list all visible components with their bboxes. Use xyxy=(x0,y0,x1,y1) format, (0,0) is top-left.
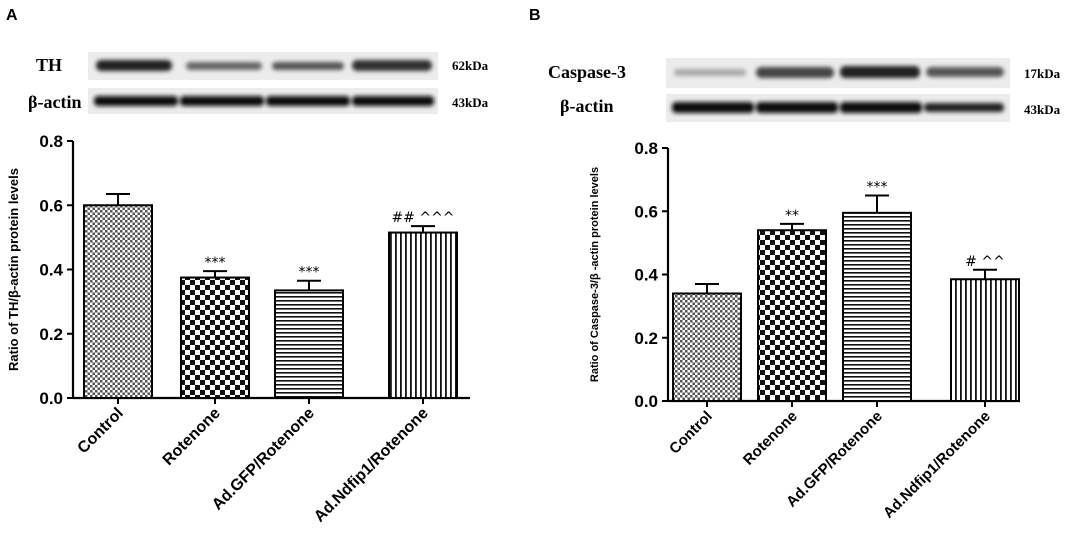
panel-b-significance-label: # ^^ xyxy=(965,254,1005,270)
panel-a-bar xyxy=(83,204,153,399)
panel-a-blot-th-label: TH xyxy=(36,55,62,75)
panel-b-significance-label: *** xyxy=(867,179,888,195)
panel-b-significance-label: ** xyxy=(785,208,799,224)
panel-a-bar xyxy=(388,231,458,399)
panel-a-blot-actin-bands xyxy=(94,96,434,106)
panel-b-bar xyxy=(672,292,742,403)
panel-b-bar xyxy=(757,229,827,402)
panel-b-blot-caspase-kda: 17kDa xyxy=(1024,66,1061,81)
panel-a-category-label: Rotenone xyxy=(160,405,224,469)
panel-a-y-tick-label: 0.6 xyxy=(39,196,63,215)
panel-b-blot-actin-label: β-actin xyxy=(560,96,613,116)
panel-a-y-tick-label: 0.2 xyxy=(39,325,63,344)
panel-a-blot-actin-label: β-actin xyxy=(28,92,81,112)
panel-a-blot-th-kda: 62kDa xyxy=(452,58,489,73)
panel-a-blot-actin-kda: 43kDa xyxy=(452,95,489,110)
panel-b-blot-actin: β-actin 43kDa xyxy=(560,94,1061,122)
panel-a-y-tick-label: 0.4 xyxy=(39,261,63,280)
panel-a-y-tick-label: 0.8 xyxy=(39,132,63,151)
panel-b-category-label: Ad.GFP/Rotenone xyxy=(783,408,886,511)
panel-a-y-tick-label: 0.0 xyxy=(39,389,63,408)
panel-b-blot-actin-kda: 43kDa xyxy=(1024,102,1061,117)
panel-a-blot-th-bands xyxy=(96,60,432,71)
panel-b: B Caspase-3 17kDa β-actin 43kDa xyxy=(529,7,1061,522)
panel-b-y-tick-label: 0.0 xyxy=(634,392,658,411)
panel-a-category-label: Ad.Ndfip1/Rotenone xyxy=(311,405,432,526)
panel-a-bar xyxy=(180,276,250,399)
panel-a-significance-label: *** xyxy=(205,255,226,271)
panel-a-y-label: Ratio of TH/β-actin protein levels xyxy=(6,168,21,371)
panel-b-y-tick-label: 0.4 xyxy=(634,266,658,285)
panel-a-significance-label: *** xyxy=(299,265,320,281)
panel-a-category-label: Ad.GFP/Rotenone xyxy=(209,405,318,514)
panel-b-category-label: Rotenone xyxy=(740,408,801,469)
panel-b-chart: 0.0 0.2 0.4 0.6 0.8 Ratio of Caspase-3/β -act… xyxy=(589,139,1020,522)
panel-b-letter: B xyxy=(529,7,541,24)
panel-b-y-tick-label: 0.6 xyxy=(634,202,658,221)
panel-a-chart: 0.0 0.2 0.4 0.6 0.8 Ratio of TH/β-actin prote… xyxy=(6,132,470,526)
panel-b-y-tick-label: 0.8 xyxy=(634,139,658,158)
panel-b-bar xyxy=(950,278,1020,402)
panel-b-blot-caspase: Caspase-3 17kDa xyxy=(548,58,1061,88)
panel-b-bar xyxy=(842,211,912,402)
panel-b-category-label: Control xyxy=(666,408,716,458)
panel-a-category-label: Control xyxy=(75,405,127,457)
panel-b-blot-actin-bands xyxy=(672,102,1004,113)
panel-a-blot-actin: β-actin 43kDa xyxy=(28,88,489,114)
panel-b-blot-caspase-label: Caspase-3 xyxy=(548,62,626,82)
panel-b-y-label: Ratio of Caspase-3/β -actin protein leve… xyxy=(589,167,601,382)
panel-b-y-tick-label: 0.2 xyxy=(634,329,658,348)
panel-b-blot-caspase-bands xyxy=(674,66,1004,78)
panel-a: A TH 62kDa β-actin 43kDa xyxy=(6,7,489,526)
panel-a-letter: A xyxy=(6,7,18,24)
panel-b-category-label: Ad.Ndfip1/Rotenone xyxy=(880,408,994,522)
panel-a-blot-th: TH 62kDa xyxy=(36,52,489,80)
panel-a-significance-label: ## ^^^ xyxy=(391,210,454,226)
panel-a-bar xyxy=(274,289,344,400)
